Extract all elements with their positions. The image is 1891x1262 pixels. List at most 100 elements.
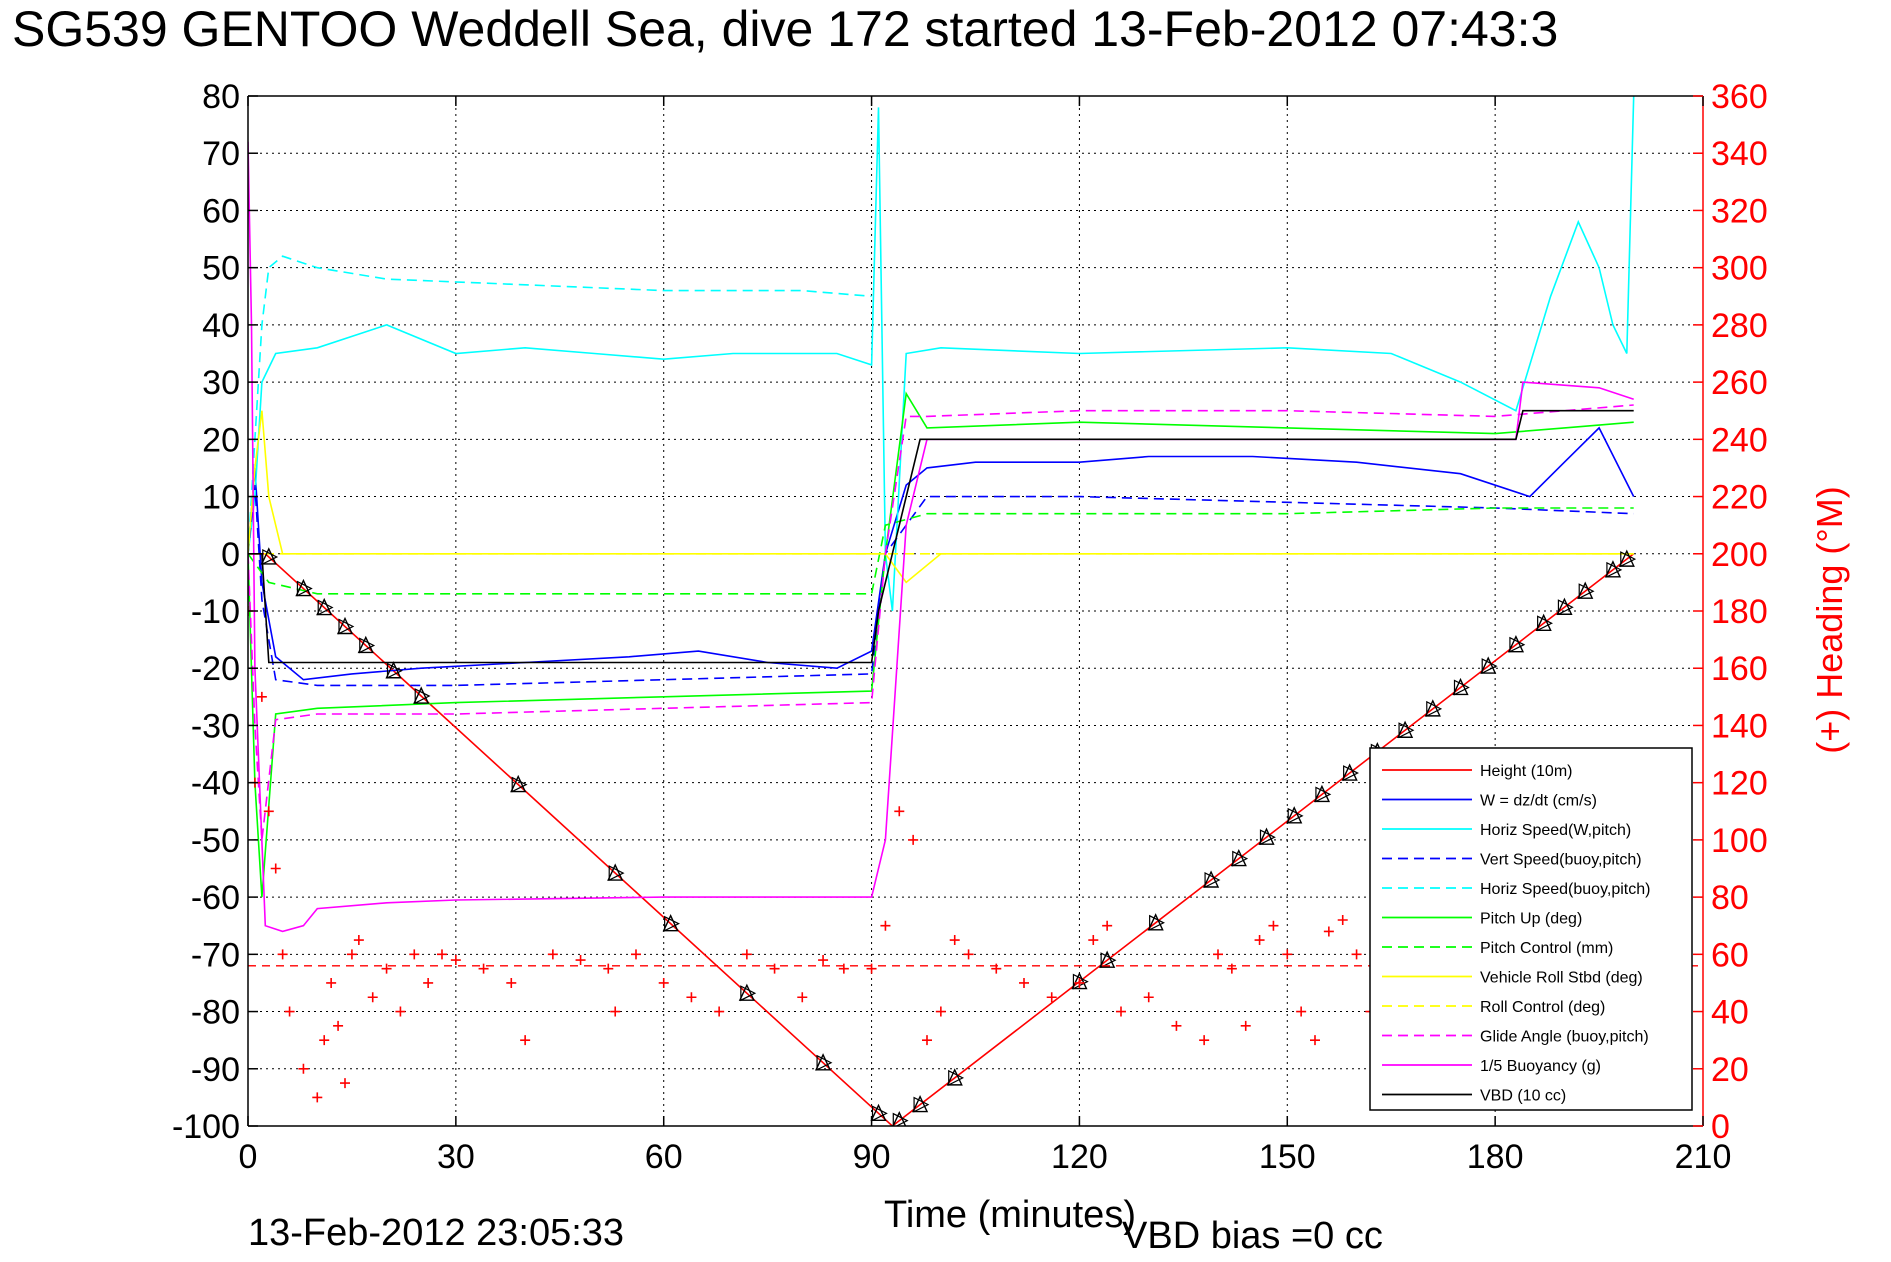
heading-marker	[1268, 920, 1279, 931]
height-marker	[911, 1094, 929, 1113]
y-tick-label: -40	[191, 765, 240, 803]
height-marker	[510, 774, 527, 793]
heading-marker	[963, 949, 974, 960]
heading-marker	[423, 977, 434, 988]
heading-marker	[1310, 1035, 1320, 1046]
heading-marker	[686, 992, 697, 1003]
height-marker	[892, 1112, 909, 1126]
heading-marker	[395, 1006, 406, 1017]
footer-vbd-bias: VBD bias =0 cc	[1122, 1215, 1383, 1257]
y-tick-label: -100	[172, 1108, 240, 1146]
height-marker	[336, 616, 354, 635]
legend: Height (10m) W = dz/dt (cm/s) Horiz Speed(…	[1369, 747, 1693, 1111]
height-marker	[1258, 827, 1275, 845]
heading-marker	[1199, 1035, 1210, 1046]
heading-marker	[741, 949, 752, 960]
heading-marker	[326, 977, 337, 988]
height-marker	[1620, 551, 1637, 568]
heading-marker	[1337, 915, 1348, 925]
height-marker	[1424, 699, 1441, 717]
series-line-5	[248, 391, 1634, 898]
heading-marker	[298, 1063, 309, 1074]
y2-tick-label: 20	[1711, 1051, 1749, 1089]
legend-item-label: Height (10m)	[1480, 763, 1572, 780]
heading-marker	[409, 949, 420, 960]
x-tick-label: 30	[437, 1138, 475, 1176]
height-marker	[338, 618, 355, 635]
height-marker	[1204, 872, 1221, 888]
height-marker	[1259, 829, 1276, 846]
heading-marker	[346, 949, 357, 960]
height-marker	[1287, 807, 1304, 824]
height-marker	[1578, 583, 1595, 600]
heading-marker	[1282, 949, 1293, 960]
height-marker	[1556, 597, 1573, 615]
heading-marker	[922, 1035, 932, 1046]
heading-marker	[1213, 949, 1223, 960]
height-marker	[511, 776, 528, 793]
height-marker	[316, 597, 333, 616]
legend-item-label: Horiz Speed(W,pitch)	[1480, 822, 1631, 839]
heading-marker	[1116, 1006, 1126, 1017]
legend-item-label: Vert Speed(buoy,pitch)	[1480, 852, 1642, 869]
x-tick-label: 0	[239, 1138, 258, 1176]
height-marker	[1149, 914, 1165, 931]
legend-item-label: Pitch Control (mm)	[1480, 940, 1613, 957]
heading-marker	[818, 955, 829, 966]
legend-item-label: 1/5 Buoyancy (g)	[1480, 1058, 1601, 1075]
heading-marker	[908, 834, 919, 845]
heading-marker	[1143, 992, 1154, 1003]
y2-tick-label: 160	[1711, 650, 1768, 688]
y-tick-label: 0	[221, 536, 240, 574]
height-marker	[295, 578, 312, 597]
y2-tick-label: 280	[1711, 307, 1768, 345]
heading-marker	[631, 949, 641, 960]
x-axis-label: Time (minutes)	[884, 1194, 1136, 1236]
heading-marker	[714, 1006, 725, 1017]
legend-item-label: VBD (10 cc)	[1480, 1088, 1566, 1105]
height-marker	[359, 637, 376, 654]
height-marker	[1100, 952, 1117, 969]
heading-marker	[450, 955, 461, 966]
heading-marker	[277, 949, 288, 960]
y-tick-label: 50	[202, 250, 240, 288]
heading-marker	[1226, 963, 1237, 974]
height-marker	[738, 983, 755, 1001]
series-line-1	[248, 426, 1635, 681]
height-marker	[740, 985, 757, 1002]
height-marker	[1072, 973, 1089, 990]
y-tick-label: -50	[191, 822, 240, 860]
height-marker	[946, 1068, 963, 1086]
height-marker	[1202, 870, 1220, 888]
legend-box	[1369, 747, 1693, 1111]
height-marker	[1507, 635, 1525, 653]
y-tick-label: 40	[202, 307, 240, 345]
heading-marker	[520, 1035, 531, 1046]
height-marker	[1537, 615, 1553, 632]
height-marker	[870, 1103, 887, 1122]
y2-tick-label: 240	[1711, 421, 1768, 459]
height-marker	[260, 547, 277, 565]
height-marker	[1618, 549, 1635, 567]
y2-tick-label: 220	[1711, 479, 1768, 517]
height-marker	[816, 1054, 833, 1071]
height-marker	[814, 1053, 832, 1071]
heading-marker	[603, 963, 614, 974]
y2-tick-label: 200	[1711, 536, 1768, 574]
y-tick-label: 30	[202, 364, 240, 402]
heading-marker	[894, 806, 905, 817]
y2-tick-label: 340	[1711, 135, 1768, 173]
heading-marker	[367, 992, 378, 1003]
heading-marker	[478, 963, 489, 974]
height-marker	[357, 635, 374, 654]
height-marker	[871, 1105, 888, 1122]
height-marker	[1480, 656, 1497, 674]
height-marker	[1453, 679, 1470, 696]
heading-marker	[333, 1020, 344, 1031]
height-marker	[913, 1096, 930, 1113]
height-marker	[1313, 784, 1331, 803]
x-tick-label: 120	[1051, 1138, 1108, 1176]
axes-layer: 0 30 60 90 120 150 180 21080706050403020100-10-…	[172, 78, 1768, 1176]
heading-marker	[1088, 935, 1099, 946]
legend-item-label: Vehicle Roll Stbd (deg)	[1480, 970, 1643, 987]
